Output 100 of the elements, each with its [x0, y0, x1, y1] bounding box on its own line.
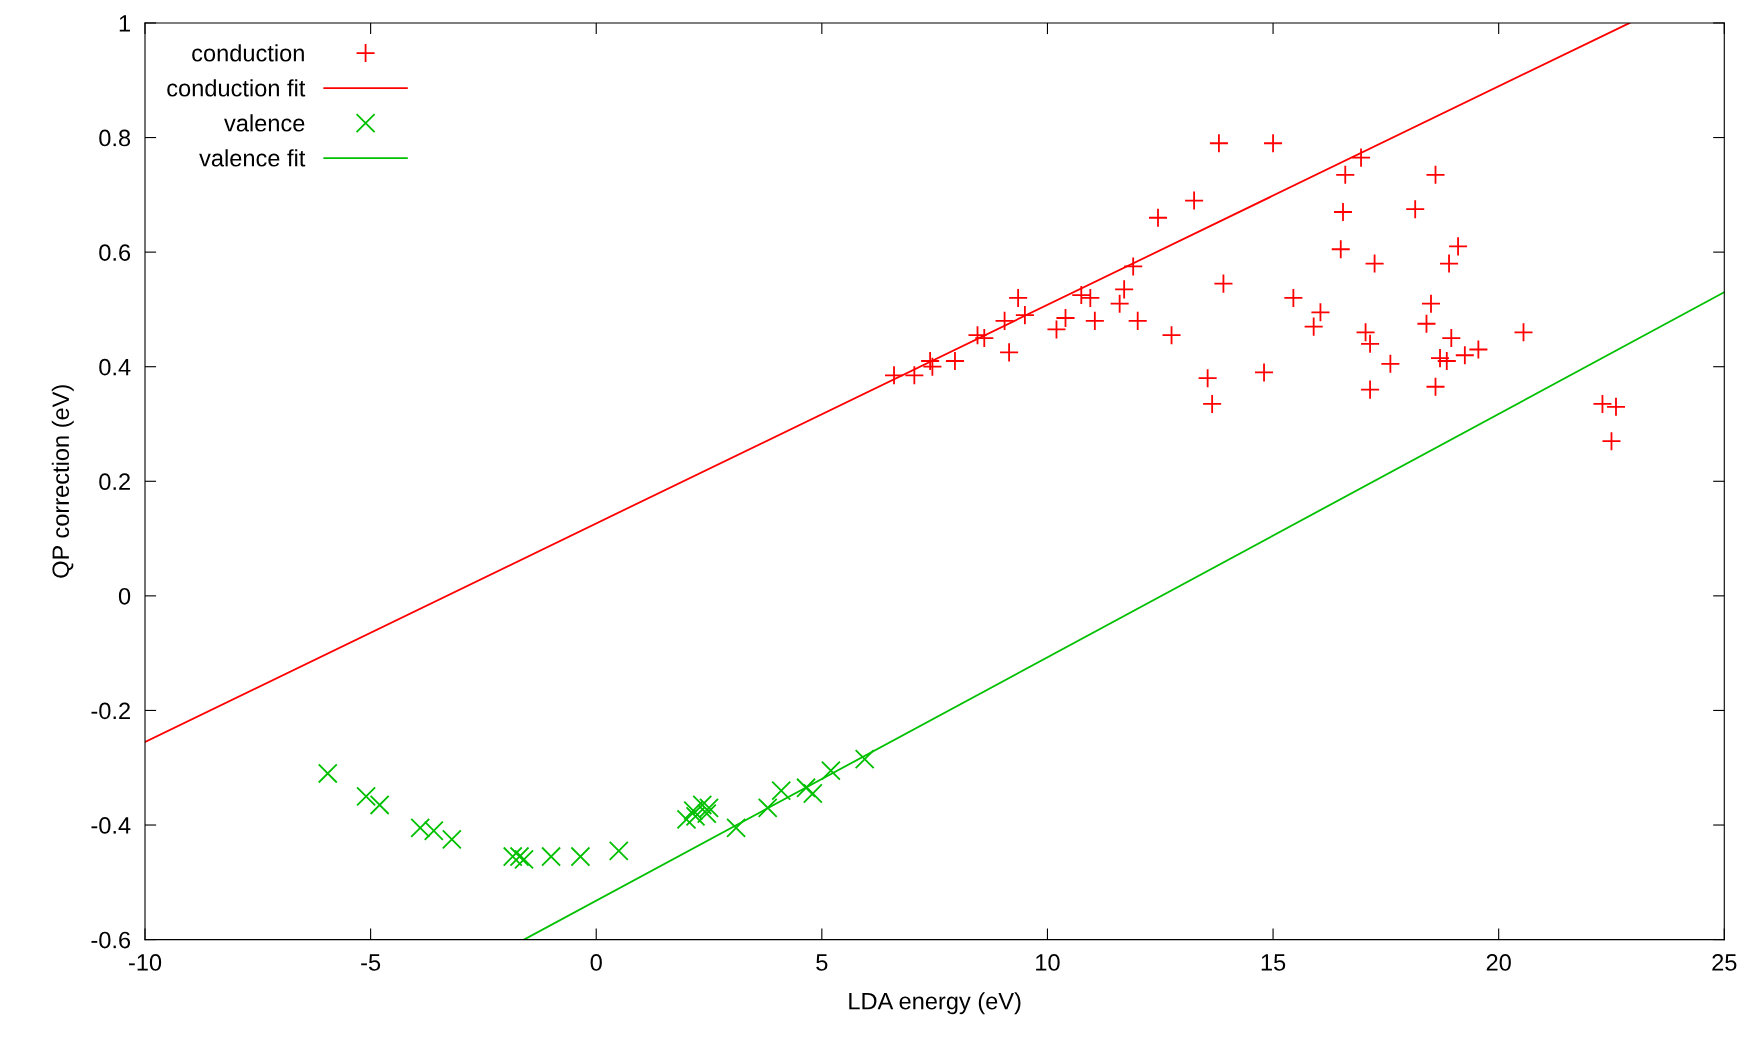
point	[994, 310, 1015, 331]
point	[692, 795, 713, 815]
point	[1592, 394, 1613, 414]
point	[1127, 310, 1148, 331]
legend-label: conduction fit	[167, 79, 306, 97]
y-tick-label: 0	[118, 587, 131, 605]
point	[1333, 202, 1353, 222]
point	[904, 365, 925, 386]
point	[570, 846, 591, 867]
point	[1360, 379, 1381, 400]
point	[1208, 133, 1229, 154]
point	[1184, 190, 1205, 211]
x-tick-label: 15	[1261, 954, 1286, 971]
point	[1405, 199, 1426, 220]
y-tick-label: -0.6	[91, 931, 131, 949]
x-tick-label: 5	[816, 954, 828, 971]
point	[1425, 376, 1446, 397]
point	[1606, 396, 1626, 417]
point	[1601, 431, 1622, 452]
point	[1213, 273, 1234, 294]
point	[1335, 164, 1356, 185]
y-tick-label: 1	[119, 15, 130, 32]
point	[1513, 322, 1534, 343]
point	[1109, 293, 1130, 314]
point	[967, 325, 988, 346]
point	[410, 817, 431, 838]
point	[1468, 339, 1489, 360]
point	[1425, 164, 1446, 185]
point	[999, 342, 1020, 363]
point	[502, 846, 523, 867]
point	[920, 351, 941, 371]
point	[796, 777, 816, 798]
y-tick-label: -0.2	[91, 702, 130, 720]
point	[1014, 305, 1035, 326]
point	[1071, 285, 1092, 306]
point	[974, 328, 995, 348]
point	[1148, 207, 1168, 228]
point	[1439, 253, 1459, 274]
point	[1254, 362, 1274, 383]
point	[945, 351, 965, 371]
point	[922, 356, 943, 377]
point	[1454, 345, 1475, 366]
legend-label: valence fit	[199, 149, 306, 167]
point	[441, 829, 462, 850]
point	[726, 817, 747, 838]
point	[1380, 353, 1401, 374]
x-tick-label: -5	[361, 954, 381, 971]
point	[369, 795, 390, 815]
point	[1080, 288, 1101, 308]
point	[509, 846, 530, 867]
x-tick-label: -10	[128, 954, 162, 971]
point	[1430, 348, 1450, 369]
point	[1416, 313, 1437, 334]
point	[1283, 288, 1304, 308]
y-tick-label: 0.4	[99, 358, 131, 376]
x-axis-title: LDA energy (eV)	[849, 992, 1021, 1015]
point	[1364, 253, 1385, 274]
x-tick-label: 25	[1712, 954, 1737, 971]
x-tick-label: 20	[1486, 954, 1511, 971]
point	[1263, 133, 1283, 154]
y-tick-label: -0.4	[91, 817, 131, 834]
point	[1123, 256, 1144, 277]
point	[1197, 368, 1218, 389]
point	[1441, 328, 1462, 348]
point	[1351, 147, 1371, 168]
point	[423, 820, 444, 841]
point	[608, 840, 629, 861]
point	[771, 780, 792, 801]
point	[1303, 316, 1324, 337]
point	[1084, 310, 1105, 331]
point	[1330, 239, 1351, 260]
y-tick-label: 0.6	[99, 244, 131, 261]
x-tick-label: 0	[590, 954, 602, 971]
y-tick-label: 0.2	[99, 473, 130, 491]
point	[1008, 288, 1029, 308]
point	[1436, 351, 1457, 371]
point	[1114, 279, 1135, 300]
legend-label: valence	[224, 114, 305, 132]
point	[1360, 333, 1381, 354]
point	[1421, 293, 1441, 314]
point	[1202, 394, 1223, 414]
y-tick-label: 0.8	[99, 129, 131, 147]
point	[884, 365, 904, 386]
point	[676, 809, 697, 830]
point	[1161, 325, 1182, 346]
x-tick-label: 10	[1036, 954, 1060, 971]
point	[757, 797, 778, 818]
legend-label: conduction	[192, 44, 304, 62]
point	[696, 803, 717, 824]
point	[1448, 236, 1469, 257]
point	[356, 786, 377, 807]
point	[802, 783, 823, 804]
point	[685, 806, 706, 827]
point	[317, 763, 338, 784]
point	[854, 749, 875, 770]
point	[514, 849, 534, 870]
point	[1310, 302, 1331, 323]
point	[541, 846, 562, 867]
point	[1355, 322, 1376, 343]
y-axis-title: QP correction (eV)	[51, 385, 74, 578]
